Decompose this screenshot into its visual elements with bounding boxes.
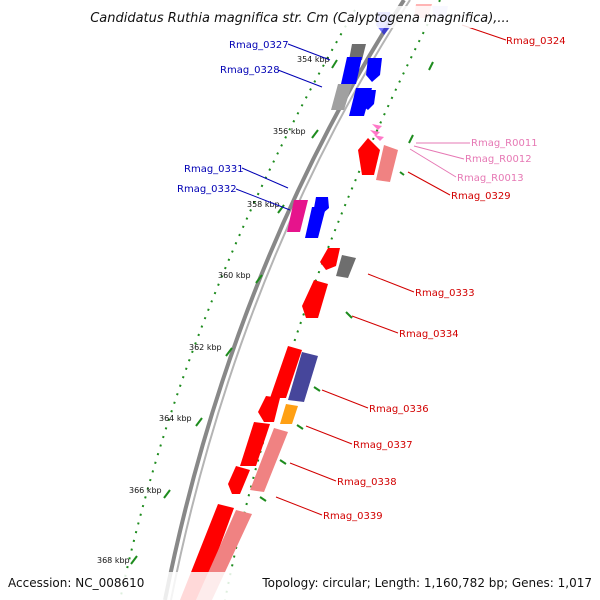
map-title: Candidatus Ruthia magnifica str. Cm (Cal… bbox=[90, 11, 510, 26]
gene-label-rmag-0324: Rmag_0324 bbox=[506, 36, 566, 47]
gene-label-rmag-0328: Rmag_0328 bbox=[220, 65, 280, 76]
gene-label-rmag-0336: Rmag_0336 bbox=[369, 404, 429, 415]
gene-label-rmag-0337: Rmag_0337 bbox=[353, 440, 413, 451]
kbp-label-364: 364 kbp bbox=[159, 414, 192, 423]
gene-label-rmag-0327: Rmag_0327 bbox=[229, 40, 289, 51]
gene-rmag-0338 bbox=[228, 466, 250, 494]
gene-features-inner bbox=[180, 12, 392, 600]
gene-rmag-0333a bbox=[320, 248, 340, 270]
kbp-ticks bbox=[130, 59, 434, 565]
footer-backdrop bbox=[0, 572, 600, 600]
gene-rmag-0327-gray bbox=[349, 44, 366, 60]
gene-labels-blue: Rmag_0327 Rmag_0328 Rmag_0331 Rmag_0332 bbox=[177, 40, 289, 195]
gene-label-rmag-0329: Rmag_0329 bbox=[451, 191, 511, 202]
gene-label-rmag-r0011: Rmag_R0011 bbox=[471, 138, 538, 149]
gene-label-rmag-0334: Rmag_0334 bbox=[399, 329, 459, 340]
gene-rmag-0336a bbox=[270, 346, 302, 398]
kbp-label-354: 354 kbp bbox=[297, 55, 330, 64]
gene-rmag-0336 bbox=[288, 352, 318, 402]
gene-rmag-0338-salmon bbox=[250, 428, 288, 492]
kbp-label-356: 356 kbp bbox=[273, 127, 306, 136]
kbp-label-366: 366 kbp bbox=[129, 486, 162, 495]
gene-rmag-0332 bbox=[305, 207, 326, 238]
kbp-labels: 354 kbp 356 kbp 358 kbp 360 kbp 362 kbp … bbox=[97, 55, 330, 565]
accession-text: Accession: NC_008610 bbox=[8, 576, 144, 590]
gene-rmag-0327-arrow bbox=[366, 58, 382, 82]
gene-rmag-0327 bbox=[341, 57, 362, 84]
gene-label-rmag-0339: Rmag_0339 bbox=[323, 511, 383, 522]
kbp-label-362: 362 kbp bbox=[189, 343, 222, 352]
gene-labels-red: Rmag_0324 Rmag_0329 Rmag_0333 Rmag_0334 … bbox=[323, 36, 566, 522]
gene-label-rmag-0332: Rmag_0332 bbox=[177, 184, 237, 195]
gene-rmag-0329a bbox=[358, 138, 380, 175]
gene-label-rmag-r0012: Rmag_R0012 bbox=[465, 154, 532, 165]
gene-rmag-0331-magenta bbox=[287, 200, 308, 232]
gene-rmag-0337 bbox=[240, 422, 270, 466]
gene-rmag-0336b bbox=[258, 396, 280, 422]
gene-trna-2 bbox=[370, 130, 380, 136]
gene-label-rmag-0338: Rmag_0338 bbox=[337, 477, 397, 488]
gene-rmag-0329 bbox=[376, 145, 398, 182]
genome-backbone-inner bbox=[170, 0, 411, 600]
gene-trna-1 bbox=[372, 124, 382, 130]
title-backdrop bbox=[78, 6, 526, 28]
gene-trna-3 bbox=[374, 135, 384, 141]
leader-lines bbox=[235, 24, 507, 516]
kbp-label-358: 358 kbp bbox=[247, 200, 280, 209]
kbp-label-360: 360 kbp bbox=[218, 271, 251, 280]
gene-rmag-0337-orange bbox=[280, 404, 298, 424]
gene-rmag-0328-gray bbox=[331, 84, 352, 110]
gene-rmag-0334 bbox=[302, 280, 328, 318]
tick-track-left bbox=[119, 9, 356, 600]
gene-labels-pink: Rmag_R0011 Rmag_R0012 Rmag_R0013 bbox=[457, 138, 538, 184]
kbp-label-368: 368 kbp bbox=[97, 556, 130, 565]
gene-rmag-0333 bbox=[336, 255, 356, 278]
gene-label-rmag-0331: Rmag_0331 bbox=[184, 164, 244, 175]
topology-summary-text: Topology: circular; Length: 1,160,782 bp… bbox=[261, 576, 592, 590]
gene-rmag-0332-arrow bbox=[314, 197, 329, 214]
gene-label-rmag-0333: Rmag_0333 bbox=[415, 288, 475, 299]
gene-rmag-0328-arrow bbox=[360, 90, 376, 110]
gene-label-rmag-r0013: Rmag_R0013 bbox=[457, 173, 524, 184]
